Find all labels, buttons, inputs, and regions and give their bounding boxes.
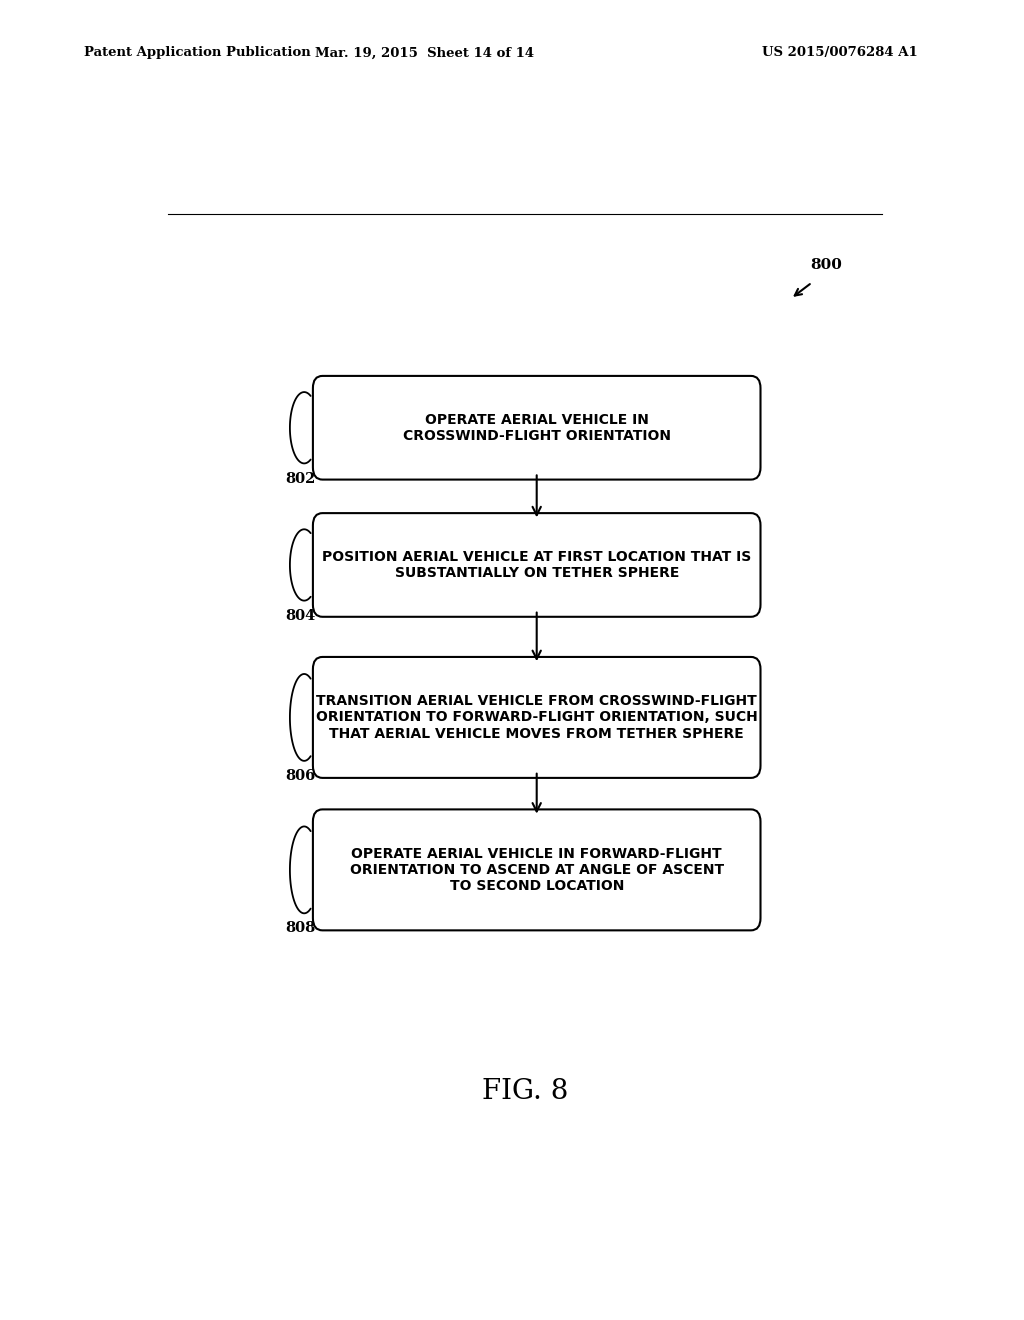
Text: US 2015/0076284 A1: US 2015/0076284 A1: [762, 46, 918, 59]
FancyBboxPatch shape: [313, 809, 761, 931]
FancyBboxPatch shape: [313, 376, 761, 479]
Text: FIG. 8: FIG. 8: [481, 1078, 568, 1105]
Text: 808: 808: [285, 921, 315, 936]
Text: 800: 800: [810, 259, 843, 272]
Text: 802: 802: [285, 471, 315, 486]
Text: TRANSITION AERIAL VEHICLE FROM CROSSWIND-FLIGHT
ORIENTATION TO FORWARD-FLIGHT OR: TRANSITION AERIAL VEHICLE FROM CROSSWIND…: [315, 694, 758, 741]
FancyBboxPatch shape: [313, 513, 761, 616]
Text: 806: 806: [285, 770, 315, 783]
Text: POSITION AERIAL VEHICLE AT FIRST LOCATION THAT IS
SUBSTANTIALLY ON TETHER SPHERE: POSITION AERIAL VEHICLE AT FIRST LOCATIO…: [323, 550, 752, 579]
Text: OPERATE AERIAL VEHICLE IN
CROSSWIND-FLIGHT ORIENTATION: OPERATE AERIAL VEHICLE IN CROSSWIND-FLIG…: [402, 413, 671, 442]
Text: Patent Application Publication: Patent Application Publication: [84, 46, 310, 59]
Text: OPERATE AERIAL VEHICLE IN FORWARD-FLIGHT
ORIENTATION TO ASCEND AT ANGLE OF ASCEN: OPERATE AERIAL VEHICLE IN FORWARD-FLIGHT…: [349, 846, 724, 894]
Text: 804: 804: [285, 609, 315, 623]
FancyBboxPatch shape: [313, 657, 761, 777]
Text: Mar. 19, 2015  Sheet 14 of 14: Mar. 19, 2015 Sheet 14 of 14: [315, 46, 535, 59]
